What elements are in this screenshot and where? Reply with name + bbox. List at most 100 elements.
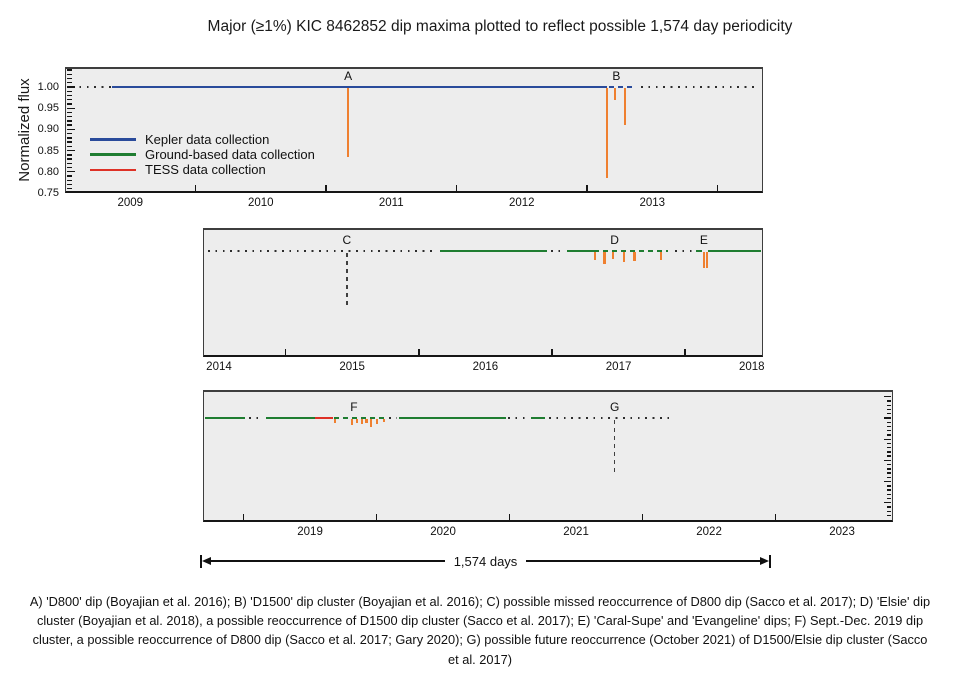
- y-axis-minor-tick: [67, 175, 72, 177]
- y-axis-minor-tick: [67, 99, 72, 101]
- flux-segment-gap: [508, 417, 529, 419]
- y-axis-minor-tick: [886, 404, 891, 406]
- figure-caption: A) 'D800' dip (Boyajian et al. 2016); B)…: [29, 594, 931, 667]
- dip-label-C: C: [342, 233, 352, 247]
- y-axis-minor-tick: [886, 430, 891, 432]
- y-axis-minor-tick: [886, 493, 891, 495]
- arrow-head-left-icon: [202, 557, 211, 565]
- dip-line: [622, 252, 625, 262]
- y-axis-minor-tick: [67, 141, 72, 143]
- y-axis-minor-tick: [67, 145, 72, 148]
- y-axis-minor-tick: [67, 111, 72, 114]
- y-axis-major-tick: [883, 438, 891, 440]
- x-axis-tick: [641, 514, 644, 520]
- panel-3-background: [203, 390, 893, 522]
- flux-segment-gap: [388, 417, 397, 419]
- dip-line: [333, 419, 336, 424]
- y-axis-minor-tick: [67, 90, 72, 92]
- x-axis-tick: [586, 185, 588, 191]
- x-axis-year-label: 2010: [247, 197, 274, 209]
- y-axis-minor-tick: [886, 485, 891, 487]
- x-axis-tick: [774, 514, 777, 520]
- dip-label-F: F: [350, 400, 358, 414]
- flux-segment-ground: [593, 250, 668, 252]
- y-axis-minor-tick: [886, 446, 891, 449]
- y-axis-minor-tick: [886, 506, 891, 508]
- x-axis-year-label: 2017: [605, 361, 632, 373]
- arrow-line-right: [526, 560, 761, 562]
- legend-label-ground: Ground-based data collection: [145, 146, 315, 162]
- flux-segment-ground: [399, 417, 506, 419]
- y-axis-major-tick: [883, 502, 891, 504]
- missed-dip-drop-line-C: [346, 253, 348, 305]
- flux-segment-gap: [549, 417, 675, 419]
- legend-swatch-tess: [90, 168, 136, 172]
- x-axis-tick: [284, 349, 287, 355]
- dip-line: [633, 252, 636, 261]
- x-axis-year-label: 2021: [563, 526, 589, 538]
- y-axis-tick-label: 0.85: [37, 144, 59, 157]
- dip-label-A: A: [344, 69, 353, 83]
- flux-segment-ground: [695, 250, 702, 252]
- flux-segment-gap: [248, 417, 263, 419]
- legend-label-kepler: Kepler data collection: [145, 131, 270, 147]
- dip-line: [376, 419, 379, 425]
- y-axis-tick-label: 1.00: [37, 81, 59, 93]
- flux-segment-tess: [315, 417, 334, 419]
- y-axis-minor-tick: [67, 82, 72, 84]
- y-axis-minor-tick: [67, 183, 72, 186]
- dip-line: [355, 419, 358, 424]
- dip-line: [365, 419, 368, 424]
- y-axis-tick-label: 0.75: [37, 187, 59, 199]
- y-axis-minor-tick: [886, 421, 891, 423]
- y-axis-minor-tick: [67, 132, 72, 135]
- dip-line: [603, 252, 606, 264]
- y-axis-major-tick: [67, 128, 75, 131]
- arrow-end-bar-left: [200, 554, 202, 568]
- flux-segment-gap: [640, 86, 758, 88]
- x-axis-tick: [684, 349, 687, 355]
- panel-2-background: [203, 228, 763, 357]
- x-axis-tick: [455, 185, 458, 191]
- y-axis-minor-tick: [67, 137, 72, 139]
- flux-segment-gap: [674, 250, 692, 252]
- flux-segment-ground: [440, 250, 547, 252]
- dip-line: [660, 252, 663, 261]
- period-span-label: 1,574 days: [453, 553, 518, 569]
- y-axis-minor-tick: [67, 179, 72, 181]
- x-axis-year-label: 2015: [339, 361, 365, 373]
- x-axis-year-label: 2014: [206, 361, 232, 373]
- legend-swatch-kepler: [90, 138, 136, 141]
- x-axis-tick: [242, 514, 245, 520]
- dip-line: [613, 88, 617, 100]
- arrow-head-right-icon: [760, 557, 770, 565]
- chart-title: Major (≥1%) KIC 8462852 dip maxima plott…: [207, 18, 793, 35]
- y-axis-minor-tick: [67, 166, 72, 169]
- legend-swatch-ground: [90, 153, 136, 156]
- dip-line: [623, 88, 626, 125]
- x-axis-year-label: 2019: [297, 526, 323, 538]
- y-axis-minor-tick: [67, 124, 72, 126]
- arrow-end-bar-right: [769, 554, 772, 568]
- x-axis-tick: [325, 185, 327, 191]
- y-axis-minor-tick: [67, 120, 72, 122]
- flux-segment-ground: [707, 250, 762, 252]
- y-axis-tick-label: 0.95: [37, 102, 59, 115]
- y-axis-minor-tick: [886, 472, 891, 474]
- y-axis-minor-tick: [886, 425, 891, 428]
- y-axis-minor-tick: [886, 497, 891, 500]
- dip-label-E: E: [699, 233, 708, 247]
- dip-line: [706, 252, 709, 268]
- dip-line: [370, 419, 373, 428]
- y-axis-minor-tick: [67, 77, 72, 80]
- flux-segment-kepler: [111, 86, 608, 89]
- flux-segment-ground: [204, 417, 245, 419]
- y-axis-major-tick: [883, 396, 891, 398]
- y-axis-major-tick: [67, 86, 75, 88]
- flux-segment-kepler: [609, 86, 633, 88]
- y-axis-minor-tick: [886, 489, 891, 491]
- x-axis-tick: [194, 185, 197, 191]
- y-axis-minor-tick: [886, 442, 891, 445]
- y-axis-minor-tick: [67, 162, 72, 164]
